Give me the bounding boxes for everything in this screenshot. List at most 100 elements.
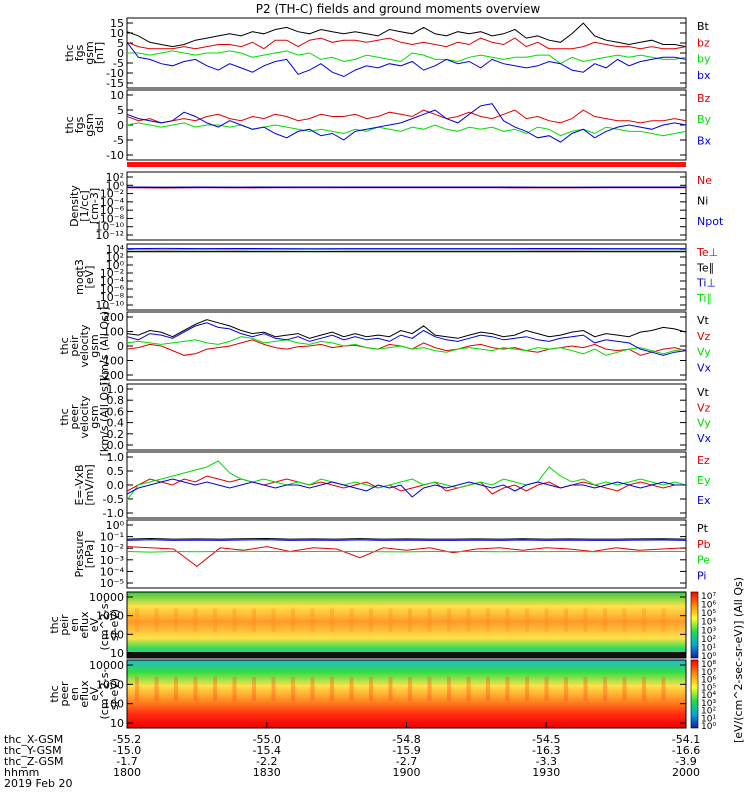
spectrogram-streak bbox=[466, 608, 471, 632]
y-axis-label: gsm bbox=[88, 405, 101, 428]
spectrogram-streak bbox=[271, 677, 276, 701]
y-axis-label: fgs bbox=[73, 116, 86, 133]
spectrogram-streak bbox=[213, 677, 217, 701]
y-axis-label: (cm^2-s- bbox=[98, 600, 111, 651]
y-axis-label: en bbox=[68, 687, 81, 701]
series-pt-line bbox=[126, 537, 687, 540]
y-tick-label: 0 bbox=[117, 119, 124, 132]
legend-entry: Ey bbox=[697, 474, 711, 487]
footer-row-label: thc_Z-GSM bbox=[4, 755, 64, 768]
spectrogram-streak bbox=[388, 677, 393, 701]
y-tick-label: 10⁻³ bbox=[100, 554, 124, 567]
y-tick-label: -0.5 bbox=[103, 493, 124, 506]
spectrogram-streak bbox=[330, 608, 334, 632]
spectrogram-streak bbox=[505, 677, 510, 701]
y-tick-label: 5 bbox=[117, 37, 124, 50]
y-tick-label: 15 bbox=[110, 17, 124, 30]
y-axis-label: velocity bbox=[78, 395, 91, 438]
y-tick-label: 10 bbox=[110, 27, 124, 40]
y-axis-label: [1/cc] bbox=[78, 190, 91, 221]
series-bz-line bbox=[126, 109, 687, 124]
series-bx-line bbox=[126, 103, 687, 143]
y-tick-label: 0 bbox=[117, 47, 124, 60]
spectrogram-streak bbox=[349, 677, 354, 701]
y-tick-label: 10⁴ bbox=[106, 243, 125, 256]
y-tick-label: 10² bbox=[106, 251, 124, 264]
footer-value: 2000 bbox=[672, 766, 700, 779]
spectrogram-streak bbox=[661, 608, 666, 632]
spectrogram-streak bbox=[135, 608, 139, 632]
legend-entry: Vy bbox=[697, 417, 711, 430]
footer-value: -1.7 bbox=[116, 755, 137, 768]
y-axis-label: eflux bbox=[78, 680, 91, 708]
legend-entry: Vt bbox=[697, 314, 710, 327]
footer-row-label: thc_X-GSM bbox=[4, 733, 63, 746]
legend-entry: by bbox=[697, 53, 711, 66]
y-axis-label: peir bbox=[68, 335, 81, 357]
y-tick-label: -15 bbox=[106, 77, 124, 90]
y-tick-label: -5 bbox=[113, 57, 124, 70]
legend-entry: Pb bbox=[697, 538, 711, 551]
spectrogram-streak bbox=[154, 677, 159, 701]
y-tick-label: -10 bbox=[106, 149, 124, 162]
y-tick-label: 100 bbox=[103, 326, 124, 339]
legend-entry: Bz bbox=[697, 92, 711, 105]
y-axis-label: gsm bbox=[83, 113, 96, 136]
spectrogram-streak bbox=[388, 608, 393, 632]
y-tick-label: 10⁻² bbox=[100, 267, 124, 280]
spectrogram-streak bbox=[427, 608, 432, 632]
spectrogram-streak bbox=[505, 608, 510, 632]
spectrogram-streak bbox=[447, 608, 451, 632]
legend-entry: Pt bbox=[697, 522, 709, 535]
y-tick-label: 100 bbox=[103, 628, 124, 641]
y-tick-label: 0 bbox=[117, 340, 124, 353]
series-pi-line bbox=[126, 539, 687, 541]
y-tick-label: 10 bbox=[110, 647, 124, 660]
spectrogram-streak bbox=[603, 677, 607, 701]
y-tick-label: 10000 bbox=[89, 659, 124, 672]
y-tick-label: 200 bbox=[103, 311, 124, 324]
spectrogram-streak bbox=[642, 608, 646, 632]
spectrogram-streak bbox=[622, 608, 627, 632]
spectrogram-streak bbox=[583, 608, 588, 632]
spectrogram-streak bbox=[174, 608, 178, 632]
panel-3: 10²10⁰10⁻²10⁻⁴10⁻⁶10⁻⁸10⁻¹⁰10⁻¹²Density[… bbox=[68, 171, 724, 242]
footer-value: 1830 bbox=[253, 766, 281, 779]
spectrogram-gap bbox=[127, 652, 686, 658]
footer-value: -16.3 bbox=[532, 744, 560, 757]
spectrogram-streak bbox=[252, 608, 256, 632]
colorbar-tick-label: 10⁵ bbox=[701, 609, 716, 619]
y-tick-label: 10⁻¹² bbox=[95, 229, 124, 242]
spectrogram-10 bbox=[127, 660, 686, 728]
y-axis-label: peer bbox=[58, 681, 71, 707]
panel-frame bbox=[126, 519, 687, 589]
spectrogram-streak bbox=[369, 677, 373, 701]
footer-value: -2.2 bbox=[256, 755, 277, 768]
y-tick-label: 10⁻¹ bbox=[100, 531, 124, 544]
legend-entry: Te⊥ bbox=[696, 246, 718, 259]
y-axis-label: fgs bbox=[73, 44, 86, 61]
y-tick-label: 0.4 bbox=[107, 417, 125, 430]
y-tick-label: 1000 bbox=[96, 678, 124, 691]
series-bz-line bbox=[126, 37, 687, 50]
footer-value: -15.9 bbox=[392, 744, 420, 757]
y-tick-label: 10⁻¹⁰ bbox=[95, 299, 124, 312]
colorbar-tick-label: 10⁵ bbox=[701, 683, 716, 693]
spectrogram-streak bbox=[252, 677, 256, 701]
spectrogram-streak bbox=[232, 677, 237, 701]
spectrogram-streak bbox=[447, 677, 451, 701]
footer-value: -2.7 bbox=[396, 755, 417, 768]
legend-entry: Bx bbox=[697, 134, 712, 147]
legend-entry: Vy bbox=[697, 346, 711, 359]
y-tick-label: 10 bbox=[110, 717, 124, 730]
series-ex-line bbox=[126, 478, 686, 498]
spectrogram-streak bbox=[622, 677, 627, 701]
y-axis-label: [mV/m] bbox=[83, 464, 96, 505]
footer-row-label: 2019 Feb 20 bbox=[4, 777, 72, 790]
y-tick-label: 10⁰ bbox=[106, 519, 125, 532]
y-tick-label: 10⁰ bbox=[106, 259, 125, 272]
y-axis-label: thc bbox=[58, 337, 71, 354]
